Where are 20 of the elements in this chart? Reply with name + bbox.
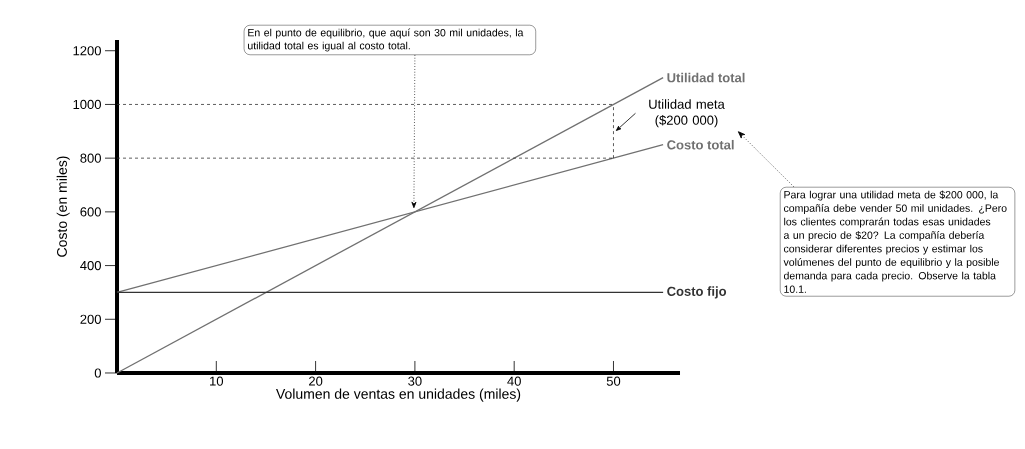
y-axis-title: Costo (en miles) [56,156,70,257]
annotation: Utilidad meta ($200 000) [649,99,725,128]
y-tick-label: 400 [80,260,101,271]
x-tick-label: 20 [309,376,323,386]
y-tick-label: 1000 [73,99,101,110]
y-tick-label: 1200 [73,46,101,56]
x-tick-label: 10 [210,376,224,386]
text: Para lograr una utilidad meta de $200 000, la compañía debe vender 50 mil unidades. ¿Pero los clientes comprarán todas esas unidades a un precio de $20? La compañía debería considerar diferentes precios y estimar los volúmenes del punto de equilibrio y la posible demanda para cada precio. Observe la tabla 10.1. [783,190,1007,293]
y-tick-label: 800 [80,153,101,163]
series-label: Costo total [667,139,734,150]
y-tick-label: 600 [80,207,101,217]
y-tick-label: 200 [80,314,101,324]
x-axis-title: Volumen de ventas en unidades (miles) [276,388,521,402]
x-tick-label: 30 [408,376,422,386]
annotation: En el punto de equilibrio, que aquí son 30 mil unidades, la utilidad total es igual al costo total. [248,28,524,52]
series-label: Utilidad total [667,72,745,83]
y-tick-label: 0 [94,368,101,378]
x-tick-label: 50 [606,376,621,386]
x-tick-label: 40 [507,376,521,386]
series-label: Costo fijo [667,286,727,299]
